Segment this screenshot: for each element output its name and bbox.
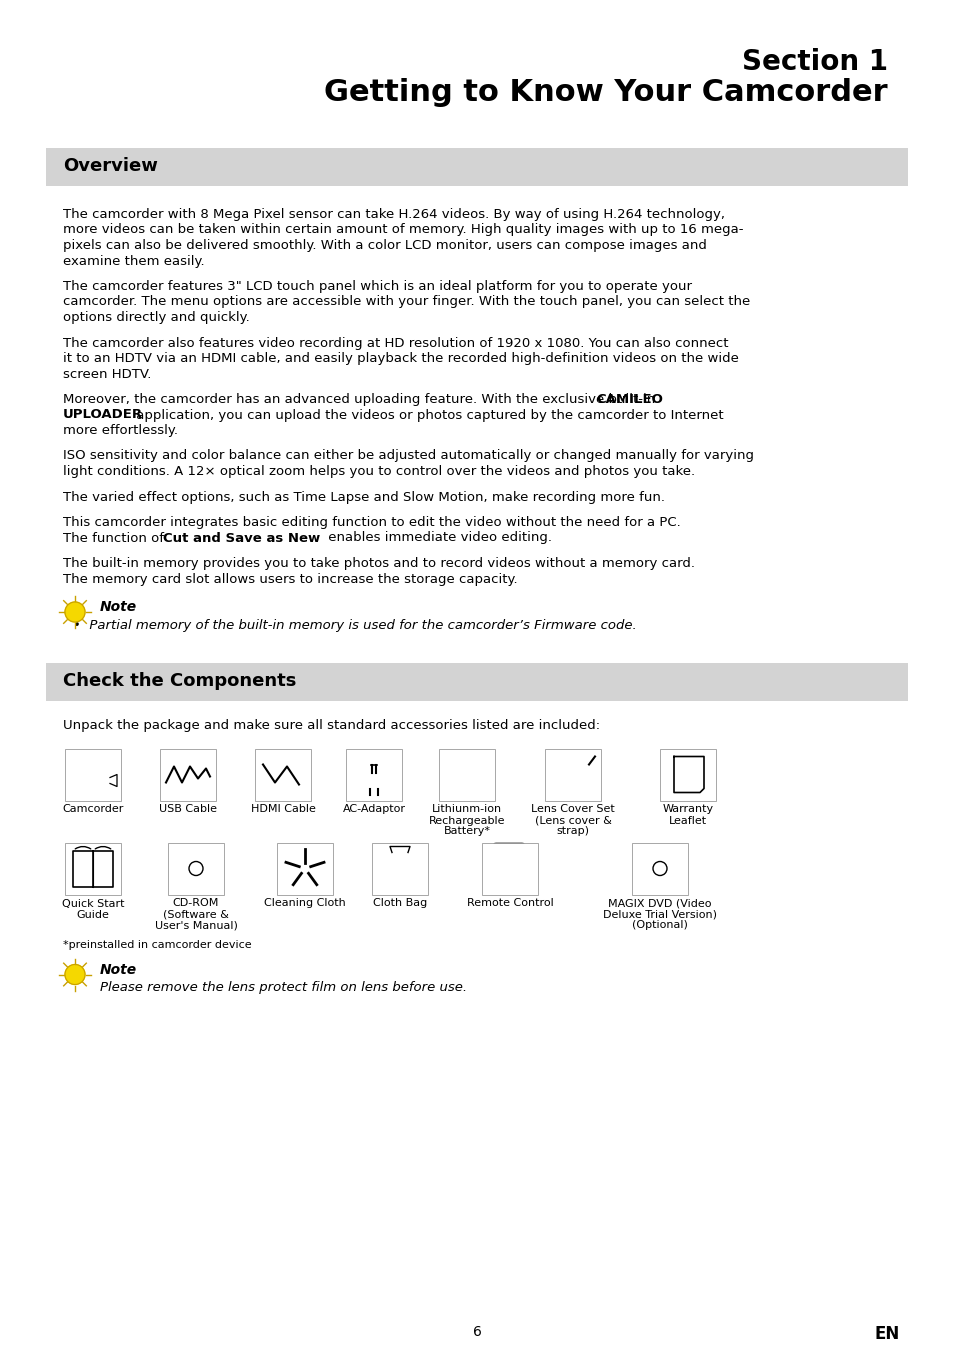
Text: HDMI Cable: HDMI Cable <box>251 805 315 814</box>
Circle shape <box>500 880 504 884</box>
Text: EN: EN <box>874 1324 899 1343</box>
Text: The camcorder with 8 Mega Pixel sensor can take H.264 videos. By way of using H.: The camcorder with 8 Mega Pixel sensor c… <box>63 208 724 221</box>
FancyBboxPatch shape <box>372 842 428 895</box>
Text: more videos can be taken within certain amount of memory. High quality images wi: more videos can be taken within certain … <box>63 224 742 236</box>
Text: Cleaning Cloth: Cleaning Cloth <box>264 899 346 909</box>
Circle shape <box>500 864 504 868</box>
Text: AC-Adaptor: AC-Adaptor <box>342 805 405 814</box>
Text: 6: 6 <box>472 1324 481 1339</box>
Text: Section 1: Section 1 <box>741 49 887 76</box>
Circle shape <box>652 861 666 876</box>
Text: strap): strap) <box>556 826 589 837</box>
Text: Rechargeable: Rechargeable <box>428 815 505 825</box>
Text: *preinstalled in camcorder device: *preinstalled in camcorder device <box>63 941 252 950</box>
Text: MAGIX DVD (Video: MAGIX DVD (Video <box>608 899 711 909</box>
Circle shape <box>83 775 89 782</box>
Text: Cloth Bag: Cloth Bag <box>373 899 427 909</box>
Text: Check the Components: Check the Components <box>63 671 296 690</box>
Circle shape <box>500 872 504 876</box>
Circle shape <box>507 872 512 876</box>
Text: Battery*: Battery* <box>443 826 490 837</box>
Text: Guide: Guide <box>76 910 110 919</box>
Text: The memory card slot allows users to increase the storage capacity.: The memory card slot allows users to inc… <box>63 572 517 586</box>
Text: Note: Note <box>100 963 137 976</box>
Text: The varied effect options, such as Time Lapse and Slow Motion, make recording mo: The varied effect options, such as Time … <box>63 490 664 504</box>
Text: CD-ROM: CD-ROM <box>172 899 219 909</box>
Text: pixels can also be delivered smoothly. With a color LCD monitor, users can compo: pixels can also be delivered smoothly. W… <box>63 239 706 252</box>
Text: Lithiunm-ion: Lithiunm-ion <box>432 805 501 814</box>
Text: This camcorder integrates basic editing function to edit the video without the n: This camcorder integrates basic editing … <box>63 516 680 529</box>
FancyBboxPatch shape <box>65 842 121 895</box>
Text: Overview: Overview <box>63 157 157 176</box>
Circle shape <box>65 964 85 984</box>
FancyBboxPatch shape <box>65 748 121 801</box>
Text: application, you can upload the videos or photos captured by the camcorder to In: application, you can upload the videos o… <box>132 409 723 421</box>
Circle shape <box>65 602 85 622</box>
Text: The function of: The function of <box>63 532 168 544</box>
Circle shape <box>507 864 512 868</box>
Text: (Software &: (Software & <box>163 910 229 919</box>
Text: USB Cable: USB Cable <box>159 805 216 814</box>
FancyBboxPatch shape <box>544 748 600 801</box>
Text: camcorder. The menu options are accessible with your finger. With the touch pane: camcorder. The menu options are accessib… <box>63 296 749 309</box>
Text: User's Manual): User's Manual) <box>154 921 237 930</box>
FancyBboxPatch shape <box>481 842 537 895</box>
FancyBboxPatch shape <box>46 663 907 701</box>
Text: Please remove the lens protect film on lens before use.: Please remove the lens protect film on l… <box>100 981 467 995</box>
Text: enables immediate video editing.: enables immediate video editing. <box>324 532 552 544</box>
FancyBboxPatch shape <box>168 842 224 895</box>
Text: Cut and Save as New: Cut and Save as New <box>163 532 320 544</box>
Text: options directly and quickly.: options directly and quickly. <box>63 310 250 324</box>
Circle shape <box>515 856 518 860</box>
Text: Warranty: Warranty <box>661 805 713 814</box>
FancyBboxPatch shape <box>631 842 687 895</box>
Text: The camcorder features 3" LCD touch panel which is an ideal platform for you to : The camcorder features 3" LCD touch pane… <box>63 279 691 293</box>
Text: Leaflet: Leaflet <box>668 815 706 825</box>
Circle shape <box>507 856 512 860</box>
Text: Deluxe Trial Version): Deluxe Trial Version) <box>602 910 717 919</box>
Text: it to an HDTV via an HDMI cable, and easily playback the recorded high-definitio: it to an HDTV via an HDMI cable, and eas… <box>63 352 739 365</box>
FancyBboxPatch shape <box>438 748 495 801</box>
Circle shape <box>515 872 518 876</box>
FancyBboxPatch shape <box>659 748 716 801</box>
Text: Unpack the package and make sure all standard accessories listed are included:: Unpack the package and make sure all sta… <box>63 718 599 732</box>
Text: Note: Note <box>100 599 137 614</box>
Text: ISO sensitivity and color balance can either be adjusted automatically or change: ISO sensitivity and color balance can ei… <box>63 450 753 463</box>
FancyBboxPatch shape <box>346 748 401 801</box>
Text: •  Partial memory of the built-in memory is used for the camcorder’s Firmware co: • Partial memory of the built-in memory … <box>73 620 636 632</box>
Text: examine them easily.: examine them easily. <box>63 255 204 267</box>
Text: Quick Start: Quick Start <box>62 899 124 909</box>
FancyBboxPatch shape <box>160 748 215 801</box>
FancyBboxPatch shape <box>46 148 907 186</box>
Text: Camcorder: Camcorder <box>62 805 124 814</box>
Text: CAMILEO: CAMILEO <box>596 393 662 406</box>
Text: UPLOADER: UPLOADER <box>63 409 143 421</box>
Text: (Optional): (Optional) <box>632 921 687 930</box>
Text: more effortlessly.: more effortlessly. <box>63 424 178 437</box>
FancyBboxPatch shape <box>254 748 311 801</box>
Text: light conditions. A 12× optical zoom helps you to control over the videos and ph: light conditions. A 12× optical zoom hel… <box>63 464 695 478</box>
Text: The camcorder also features video recording at HD resolution of 1920 x 1080. You: The camcorder also features video record… <box>63 336 728 350</box>
Text: The built-in memory provides you to take photos and to record videos without a m: The built-in memory provides you to take… <box>63 558 695 570</box>
Text: Moreover, the camcorder has an advanced uploading feature. With the exclusive bu: Moreover, the camcorder has an advanced … <box>63 393 659 406</box>
Text: Lens Cover Set: Lens Cover Set <box>531 805 615 814</box>
Circle shape <box>515 864 518 868</box>
Text: screen HDTV.: screen HDTV. <box>63 367 152 381</box>
Circle shape <box>500 856 504 860</box>
FancyBboxPatch shape <box>276 842 333 895</box>
Circle shape <box>189 861 203 876</box>
Circle shape <box>507 880 512 884</box>
Text: Remote Control: Remote Control <box>466 899 553 909</box>
Circle shape <box>515 880 518 884</box>
Text: (Lens cover &: (Lens cover & <box>534 815 611 825</box>
Text: Getting to Know Your Camcorder: Getting to Know Your Camcorder <box>324 78 887 107</box>
